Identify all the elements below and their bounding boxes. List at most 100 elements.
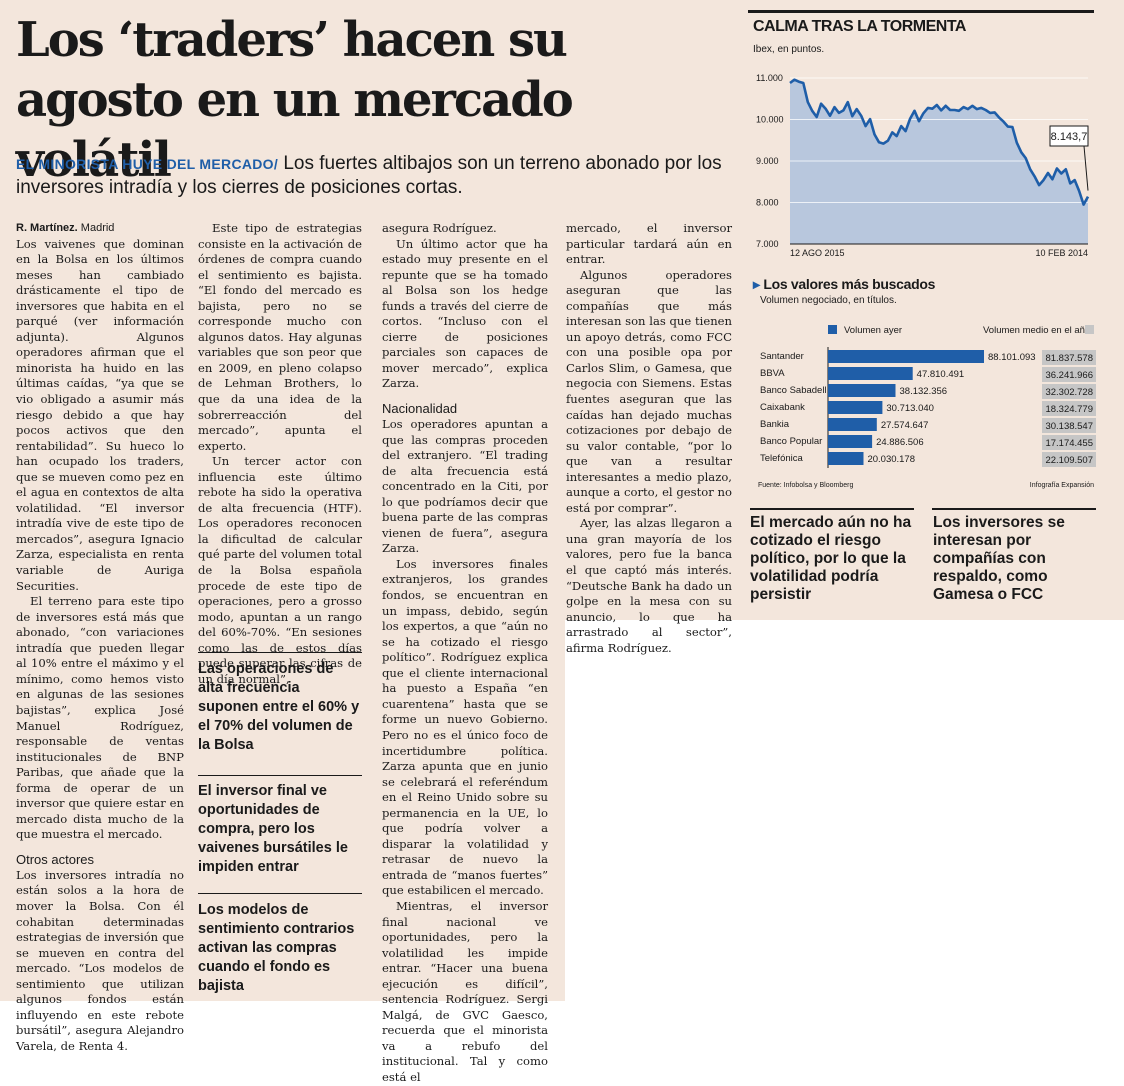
chart-title: CALMA TRAS LA TORMENTA xyxy=(753,18,966,35)
bar-value-label: 88.101.093 xyxy=(988,352,1036,363)
chart-subtitle: Ibex, en puntos. xyxy=(753,44,825,55)
bar-chart-title-text: Los valores más buscados xyxy=(763,276,936,292)
ibex-line xyxy=(789,78,1090,206)
average-value-label: 30.138.547 xyxy=(1045,421,1093,432)
pull-quote: Las operaciones de alta frecuencia supon… xyxy=(198,661,360,753)
paragraph: Un último actor que ha estado muy presen… xyxy=(382,236,548,391)
side-pull-quote: El mercado aún no ha cotizado el riesgo … xyxy=(750,514,912,603)
blank-area xyxy=(565,620,1124,1001)
bar-category-label: Bankia xyxy=(760,419,790,430)
arrow-icon: ▸ xyxy=(753,276,764,292)
column-3: asegura Rodríguez. Un último actor que h… xyxy=(382,221,548,1086)
paragraph: Los inversores intradía no están solos a… xyxy=(16,867,184,1053)
ibex-line-chart: 11.000 10.000 9.000 8.000 7.000 12 AGO 2015 10… xyxy=(756,73,1090,258)
average-cell xyxy=(1042,401,1096,416)
average-value-label: 18.324.779 xyxy=(1045,404,1093,415)
bar-category-label: Caixabank xyxy=(760,402,805,413)
y-tick-label: 7.000 xyxy=(756,239,779,249)
side-quote-rule xyxy=(750,508,914,510)
pull-quote-rule xyxy=(198,893,362,894)
bar-category-label: Banco Popular xyxy=(760,436,822,447)
subheading-nacionalidad: Nacionalidad xyxy=(382,401,458,417)
y-tick-label: 8.000 xyxy=(756,198,779,208)
chart-source: Fuente: Infobolsa y Bloomberg xyxy=(758,482,853,489)
average-cell xyxy=(1042,452,1096,467)
x-tick-label: 10 FEB 2014 xyxy=(1035,248,1088,258)
average-value-label: 22.109.507 xyxy=(1045,455,1093,466)
pull-quote-rule xyxy=(198,652,362,653)
byline-author: R. Martínez. xyxy=(16,222,78,234)
paragraph: El terreno para este tipo de inversores … xyxy=(16,594,184,842)
average-cell xyxy=(1042,384,1096,399)
headline: Los ‘traders’ hacen su agosto en un merc… xyxy=(16,12,574,188)
average-value-label: 32.302.728 xyxy=(1045,387,1093,398)
bar-value-label: 27.574.647 xyxy=(881,420,929,431)
callout-pointer xyxy=(1083,145,1089,191)
last-value-box xyxy=(1049,125,1089,147)
kicker: EL MINORISTA HUYE DEL MERCADO/ Los fuert… xyxy=(16,152,736,200)
paragraph: Este tipo de estrategias consiste en la … xyxy=(198,221,362,453)
average-cell xyxy=(1042,435,1096,450)
sidebar-background xyxy=(748,0,1124,620)
average-cell xyxy=(1042,367,1096,382)
average-cell xyxy=(1042,418,1096,433)
paragraph: Un tercer actor con influencia este últi… xyxy=(198,454,362,686)
y-tick-label: 9.000 xyxy=(756,156,779,166)
paragraph: Algunos operadores aseguran que las comp… xyxy=(566,267,732,515)
last-value-label: 8.143,7 xyxy=(1051,131,1088,143)
column-2: Este tipo de estrategias consiste en la … xyxy=(198,221,362,687)
paragraph: Los vaivenes que dominan en la Bolsa en … xyxy=(16,236,184,593)
column-4: mercado, el inversor particular tardará … xyxy=(566,221,732,656)
chart-credit: Infografía Expansión xyxy=(1030,482,1094,489)
bar-category-label: Telefónica xyxy=(760,453,803,464)
average-cell xyxy=(1042,350,1096,365)
y-tick-label: 11.000 xyxy=(756,73,783,83)
volume-bar xyxy=(828,350,984,363)
paragraph: Los operadores apuntan a que las compras… xyxy=(382,417,548,556)
byline-place: Madrid xyxy=(77,222,115,234)
y-tick-label: 10.000 xyxy=(756,115,784,125)
volume-bar xyxy=(828,401,883,414)
pull-quote: El inversor final ve oportunidades de co… xyxy=(198,783,348,875)
legend-swatch-today xyxy=(828,325,837,334)
paragraph: Los inversores finales extranjeros, los … xyxy=(382,556,548,898)
bar-value-label: 24.886.506 xyxy=(876,437,924,448)
bar-value-label: 20.030.178 xyxy=(867,454,915,465)
bar-category-label: Banco Sabadell xyxy=(760,385,827,396)
paragraph: Ayer, las alzas llegaron a una gran mayo… xyxy=(566,516,732,655)
bar-chart-subtitle: Volumen negociado, en títulos. xyxy=(760,295,897,306)
ibex-area xyxy=(790,79,1088,244)
bar-value-label: 38.132.356 xyxy=(900,386,948,397)
average-value-label: 36.241.966 xyxy=(1045,370,1093,381)
legend-label: Volumen medio en el año xyxy=(983,325,1090,336)
column-1: R. Martínez. Madrid Los vaivenes que dom… xyxy=(16,221,184,1054)
volume-bar-chart: Volumen ayer Volumen medio en el año Santa… xyxy=(758,325,1096,489)
volume-bar xyxy=(828,452,864,465)
average-value-label: 81.837.578 xyxy=(1045,353,1093,364)
pull-quote-rule xyxy=(198,775,362,776)
paragraph: mercado, el inversor particular tardará … xyxy=(566,221,732,267)
bar-chart-title: ▸ Los valores más buscados xyxy=(753,276,935,293)
side-pull-quote: Los inversores se interesan por compañía… xyxy=(933,514,1065,603)
bar-value-label: 30.713.040 xyxy=(886,403,934,414)
volume-bar xyxy=(828,384,896,397)
chart-top-rule xyxy=(748,10,1094,13)
volume-bar xyxy=(828,367,913,380)
subheading-otros-actores: Otros actores xyxy=(16,851,95,867)
x-tick-label: 12 AGO 2015 xyxy=(790,248,845,258)
kicker-section: EL MINORISTA HUYE DEL MERCADO/ xyxy=(16,156,279,172)
legend-label: Volumen ayer xyxy=(844,325,902,336)
average-value-label: 17.174.455 xyxy=(1045,438,1093,449)
bar-value-label: 47.810.491 xyxy=(917,369,965,380)
legend-swatch-average xyxy=(1085,325,1094,334)
volume-bar xyxy=(828,418,877,431)
pull-quote: Los modelos de sentimiento contrarios ac… xyxy=(198,902,355,994)
paragraph: Mientras, el inversor final nacional ve … xyxy=(382,898,548,1084)
bar-category-label: BBVA xyxy=(760,368,785,379)
kicker-text: Los fuertes altibajos son un terreno abo… xyxy=(16,153,722,198)
volume-bar xyxy=(828,435,873,448)
byline: R. Martínez. Madrid xyxy=(16,221,184,237)
bar-category-label: Santander xyxy=(760,351,804,362)
side-quote-rule xyxy=(932,508,1096,510)
paragraph: asegura Rodríguez. xyxy=(382,221,497,235)
